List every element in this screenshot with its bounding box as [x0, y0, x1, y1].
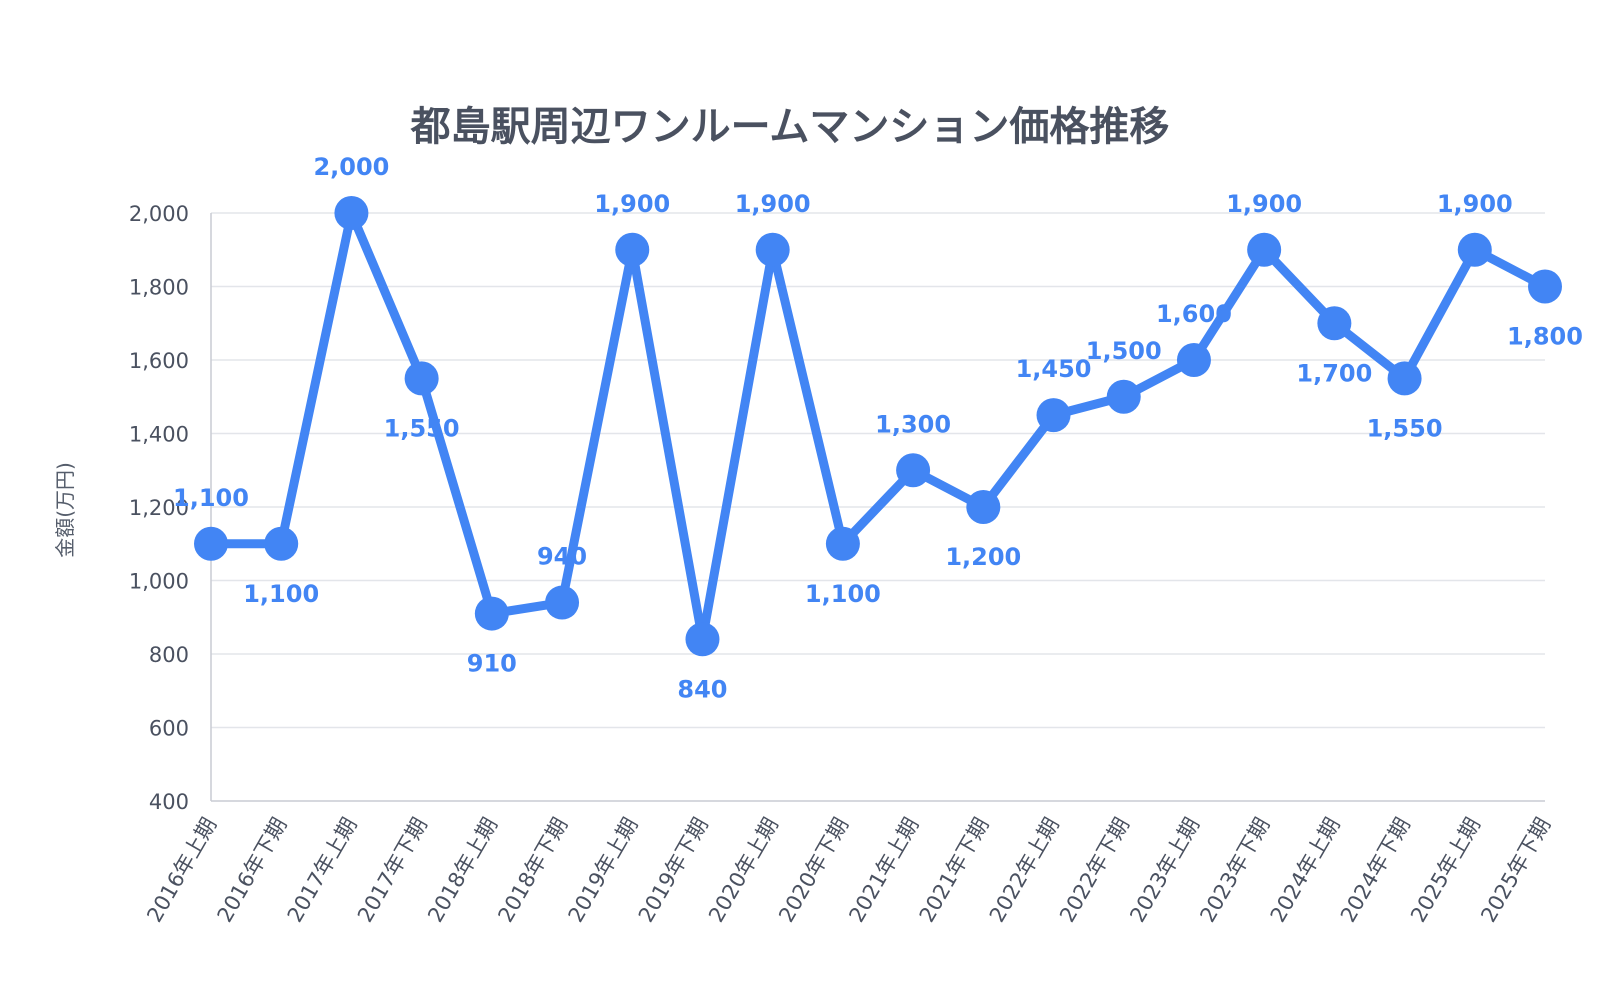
x-tick-label: 2020年下期 — [774, 814, 853, 927]
x-tick-label: 2018年上期 — [423, 814, 502, 927]
y-tick-label: 1,200 — [129, 496, 189, 520]
data-labels: 1,100 1,100 2,000 1,550 910 940 1,900 840 1,900 1… — [173, 153, 1583, 703]
x-tick-label: 2019年下期 — [634, 814, 713, 927]
gridlines — [211, 212, 1545, 729]
data-point — [1036, 398, 1071, 433]
chart-title: 都島駅周辺ワンルームマンション価格推移 — [410, 104, 1170, 150]
y-tick-label: 1,600 — [129, 349, 189, 373]
data-label: 840 — [677, 675, 727, 703]
data-point — [966, 490, 1001, 524]
y-axis-ticks: 400 600 800 1,000 1,200 1,400 1,600 1,800 2,000 — [129, 202, 189, 814]
data-point — [1106, 379, 1141, 414]
y-tick-label: 1,000 — [129, 570, 189, 594]
data-point — [264, 526, 299, 561]
y-tick-label: 1,400 — [129, 423, 189, 447]
x-tick-label: 2021年下期 — [915, 814, 994, 927]
axes — [210, 213, 1545, 802]
x-tick-label: 2022年上期 — [985, 814, 1064, 927]
data-point — [1176, 343, 1211, 377]
data-point — [1528, 269, 1562, 304]
x-tick-label: 2021年上期 — [844, 813, 923, 926]
data-point — [474, 596, 509, 631]
y-tick-label: 800 — [149, 643, 189, 667]
data-point — [1457, 232, 1492, 267]
x-tick-label: 2023年上期 — [1125, 814, 1204, 927]
x-tick-label: 2022年下期 — [1055, 814, 1134, 927]
data-label: 1,200 — [945, 543, 1021, 571]
x-axis-ticks: 2016年上期2016年下期2017年上期2017年下期2018年上期2018年… — [142, 813, 1555, 926]
y-tick-label: 400 — [149, 790, 189, 814]
data-label: 1,100 — [173, 484, 249, 512]
x-tick-label: 2023年下期 — [1195, 814, 1274, 927]
data-label: 1,900 — [594, 190, 670, 218]
x-tick-label: 2025年上期 — [1406, 814, 1485, 927]
x-tick-label: 2025年下期 — [1476, 814, 1555, 927]
x-tick-label: 2017年下期 — [353, 814, 432, 927]
x-tick-label: 2017年上期 — [283, 814, 362, 927]
data-label: 1,900 — [1437, 190, 1513, 218]
data-point — [1387, 361, 1422, 396]
x-tick-label: 2020年上期 — [704, 814, 783, 927]
data-label: 1,700 — [1296, 359, 1372, 387]
data-point — [1247, 232, 1282, 267]
x-tick-label: 2019年上期 — [564, 814, 643, 927]
x-tick-label: 2016年上期 — [142, 814, 221, 927]
x-tick-label: 2024年下期 — [1336, 814, 1415, 927]
data-label: 1,600 — [1156, 300, 1232, 328]
y-tick-label: 600 — [149, 717, 189, 741]
x-tick-label: 2018年下期 — [493, 814, 572, 927]
data-label: 1,900 — [735, 190, 811, 218]
data-label: 1,100 — [243, 580, 319, 608]
data-points — [194, 196, 1562, 657]
data-label: 1,450 — [1016, 355, 1092, 383]
data-label: 1,550 — [1367, 414, 1443, 442]
data-label: 940 — [537, 543, 587, 571]
y-axis-label: 金額(万円) — [53, 462, 77, 558]
data-point — [825, 526, 860, 561]
data-label: 1,550 — [384, 414, 460, 442]
y-tick-label: 1,800 — [129, 276, 189, 300]
x-tick-label: 2016年下期 — [213, 814, 292, 927]
data-label: 1,100 — [805, 580, 881, 608]
y-tick-label: 2,000 — [129, 202, 189, 226]
data-point — [545, 585, 580, 620]
data-label: 1,300 — [875, 410, 951, 438]
x-tick-label: 2024年上期 — [1266, 814, 1345, 927]
data-point — [685, 622, 720, 657]
data-label: 910 — [467, 650, 517, 678]
data-label: 2,000 — [313, 153, 389, 181]
data-point — [194, 526, 228, 561]
data-point — [1317, 306, 1352, 341]
data-label: 1,800 — [1507, 323, 1583, 351]
data-point — [615, 232, 650, 267]
data-label: 1,900 — [1226, 190, 1302, 218]
data-point — [896, 453, 931, 488]
data-label: 1,500 — [1086, 337, 1162, 365]
data-point — [404, 361, 439, 396]
data-point — [334, 196, 369, 230]
data-point — [755, 232, 790, 267]
